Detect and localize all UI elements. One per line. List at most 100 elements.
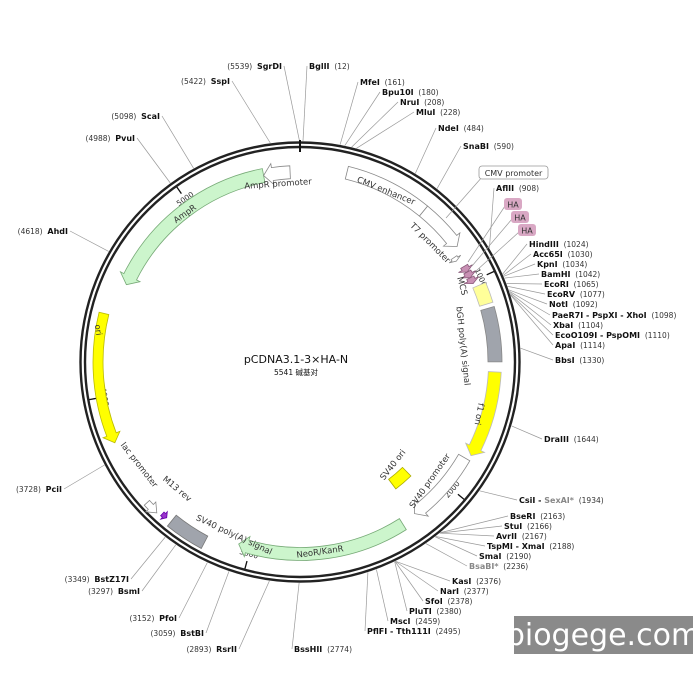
site-name: PflFI - Tth111I xyxy=(367,627,431,636)
site-name: XbaI xyxy=(553,321,573,330)
restriction-site[interactable]: Acc65I (1030) xyxy=(533,250,593,259)
svg-text:(2893) RsrII: (2893) RsrII xyxy=(186,645,237,654)
feature-ampr-16 xyxy=(119,168,266,286)
restriction-site[interactable]: BssHII (2774) xyxy=(294,645,352,654)
site-leader xyxy=(479,490,518,501)
site-name: SgrDI xyxy=(257,62,282,71)
restriction-site[interactable]: MscI (2459) xyxy=(390,617,440,626)
restriction-site[interactable]: SnaBI (590) xyxy=(463,142,514,151)
site-name-noncanonical: BsaBI* xyxy=(469,562,499,571)
restriction-site[interactable]: DraIII (1644) xyxy=(544,435,599,444)
feature-label: bGH poly(A) signal xyxy=(453,306,471,386)
restriction-site[interactable]: (3297) BsmI xyxy=(88,587,140,596)
restriction-site[interactable]: Bpu10I (180) xyxy=(382,88,439,97)
restriction-site[interactable]: (5098) ScaI xyxy=(111,112,160,121)
site-name: PciI xyxy=(46,485,62,494)
restriction-site[interactable]: (2893) RsrII xyxy=(186,645,237,654)
svg-text:SfoI (2378): SfoI (2378) xyxy=(425,597,473,606)
restriction-site[interactable]: BsaBI* (2236) xyxy=(469,562,528,571)
restriction-site[interactable]: AvrII (2167) xyxy=(496,532,547,541)
feature-bgh-poly-a-signal-7 xyxy=(480,306,503,363)
restriction-site[interactable]: (3152) PfoI xyxy=(129,614,177,623)
site-name: BssHII xyxy=(294,645,322,654)
restriction-site[interactable]: KasI (2376) xyxy=(452,577,501,586)
restriction-site[interactable]: BbsI (1330) xyxy=(555,356,604,365)
restriction-site[interactable]: (3349) BstZ17I xyxy=(65,575,129,584)
site-position: (1934) xyxy=(579,496,604,505)
site-name: MluI xyxy=(416,108,435,117)
svg-text:PluTI (2380): PluTI (2380) xyxy=(409,607,462,616)
ha-label-3: HA xyxy=(521,227,533,236)
site-position: (1330) xyxy=(579,356,604,365)
restriction-site[interactable]: (3728) PciI xyxy=(16,485,62,494)
restriction-site[interactable]: PflFI - Tth111I (2495) xyxy=(367,627,461,636)
restriction-site[interactable]: BamHI (1042) xyxy=(541,270,600,279)
site-position: (590) xyxy=(494,142,514,151)
restriction-site[interactable]: BseRI (2163) xyxy=(510,512,565,521)
site-leader xyxy=(509,290,551,316)
feature-label: f1 ori xyxy=(472,402,486,426)
feature-lac-promoter-14 xyxy=(143,499,158,514)
restriction-site[interactable]: PaeR7I - PspXI - XhoI (1098) xyxy=(552,311,676,320)
restriction-site[interactable]: TspMI - XmaI (2188) xyxy=(487,542,574,551)
site-position: (2495) xyxy=(436,627,461,636)
restriction-site[interactable]: ApaI (1114) xyxy=(555,341,605,350)
svg-text:MfeI (161): MfeI (161) xyxy=(360,78,405,87)
restriction-site[interactable]: EcoO109I - PspOMI (1110) xyxy=(555,331,670,340)
svg-text:HindIII (1024): HindIII (1024) xyxy=(529,240,589,249)
feature-f1-ori-8 xyxy=(464,371,502,457)
restriction-site[interactable]: EcoRV (1077) xyxy=(547,290,605,299)
restriction-site[interactable]: (5422) SspI xyxy=(181,77,230,86)
feature-mcs-6 xyxy=(472,281,494,307)
restriction-site[interactable]: SmaI (2190) xyxy=(479,552,531,561)
site-name: NdeI xyxy=(438,124,459,133)
restriction-site[interactable]: NruI (208) xyxy=(400,98,444,107)
site-leader xyxy=(394,561,408,612)
restriction-site[interactable]: KpnI (1034) xyxy=(537,260,587,269)
restriction-site[interactable]: NotI (1092) xyxy=(549,300,598,309)
svg-text:SnaBI (590): SnaBI (590) xyxy=(463,142,514,151)
site-name: BamHI xyxy=(541,270,571,279)
restriction-site[interactable]: (5539) SgrDI xyxy=(227,62,282,71)
site-position: (2188) xyxy=(549,542,574,551)
svg-text:DraIII (1644): DraIII (1644) xyxy=(544,435,599,444)
restriction-site[interactable]: (4988) PvuI xyxy=(86,134,136,143)
restriction-site[interactable]: AflII (908) xyxy=(496,184,539,193)
site-leader xyxy=(439,532,495,537)
site-name: SmaI xyxy=(479,552,501,561)
svg-text:BamHI (1042): BamHI (1042) xyxy=(541,270,600,279)
restriction-site[interactable]: BglII (12) xyxy=(309,62,350,71)
site-position: (2166) xyxy=(527,522,552,531)
feature-sv40-promoter-9 xyxy=(414,453,471,517)
restriction-site[interactable]: MluI (228) xyxy=(416,108,460,117)
restriction-site[interactable]: StuI (2166) xyxy=(504,522,552,531)
cmv-promoter-leader xyxy=(445,175,484,219)
restriction-site[interactable]: MfeI (161) xyxy=(360,78,405,87)
site-position: (1114) xyxy=(580,341,605,350)
svg-text:Bpu10I (180): Bpu10I (180) xyxy=(382,88,439,97)
site-name: MscI xyxy=(390,617,410,626)
restriction-site[interactable]: HindIII (1024) xyxy=(529,240,589,249)
ha-callouts: HA HA HA xyxy=(467,198,536,272)
site-name: NarI xyxy=(440,587,459,596)
restriction-site[interactable]: (3059) BstBI xyxy=(151,629,205,638)
restriction-site[interactable]: NdeI (484) xyxy=(438,124,484,133)
site-name: EcoRV xyxy=(547,290,576,299)
feature-label: ori xyxy=(92,324,103,336)
restriction-site[interactable]: CsiI - SexAI* (1934) xyxy=(519,496,604,505)
restriction-site[interactable]: XbaI (1104) xyxy=(553,321,603,330)
site-position: (1034) xyxy=(562,260,587,269)
restriction-site[interactable]: (4618) AhdI xyxy=(18,227,68,236)
site-leader xyxy=(161,115,194,169)
site-leader xyxy=(489,187,495,249)
site-name: PvuI xyxy=(115,134,135,143)
restriction-site[interactable]: PluTI (2380) xyxy=(409,607,462,616)
restriction-site[interactable]: SfoI (2378) xyxy=(425,597,473,606)
restriction-site[interactable]: EcoRI (1065) xyxy=(544,280,599,289)
restriction-site[interactable]: NarI (2377) xyxy=(440,587,489,596)
site-leader xyxy=(511,425,543,440)
site-name: RsrII xyxy=(216,645,237,654)
site-leader xyxy=(509,292,552,326)
svg-text:CsiI - SexAI* (1934): CsiI - SexAI* (1934) xyxy=(519,496,604,505)
